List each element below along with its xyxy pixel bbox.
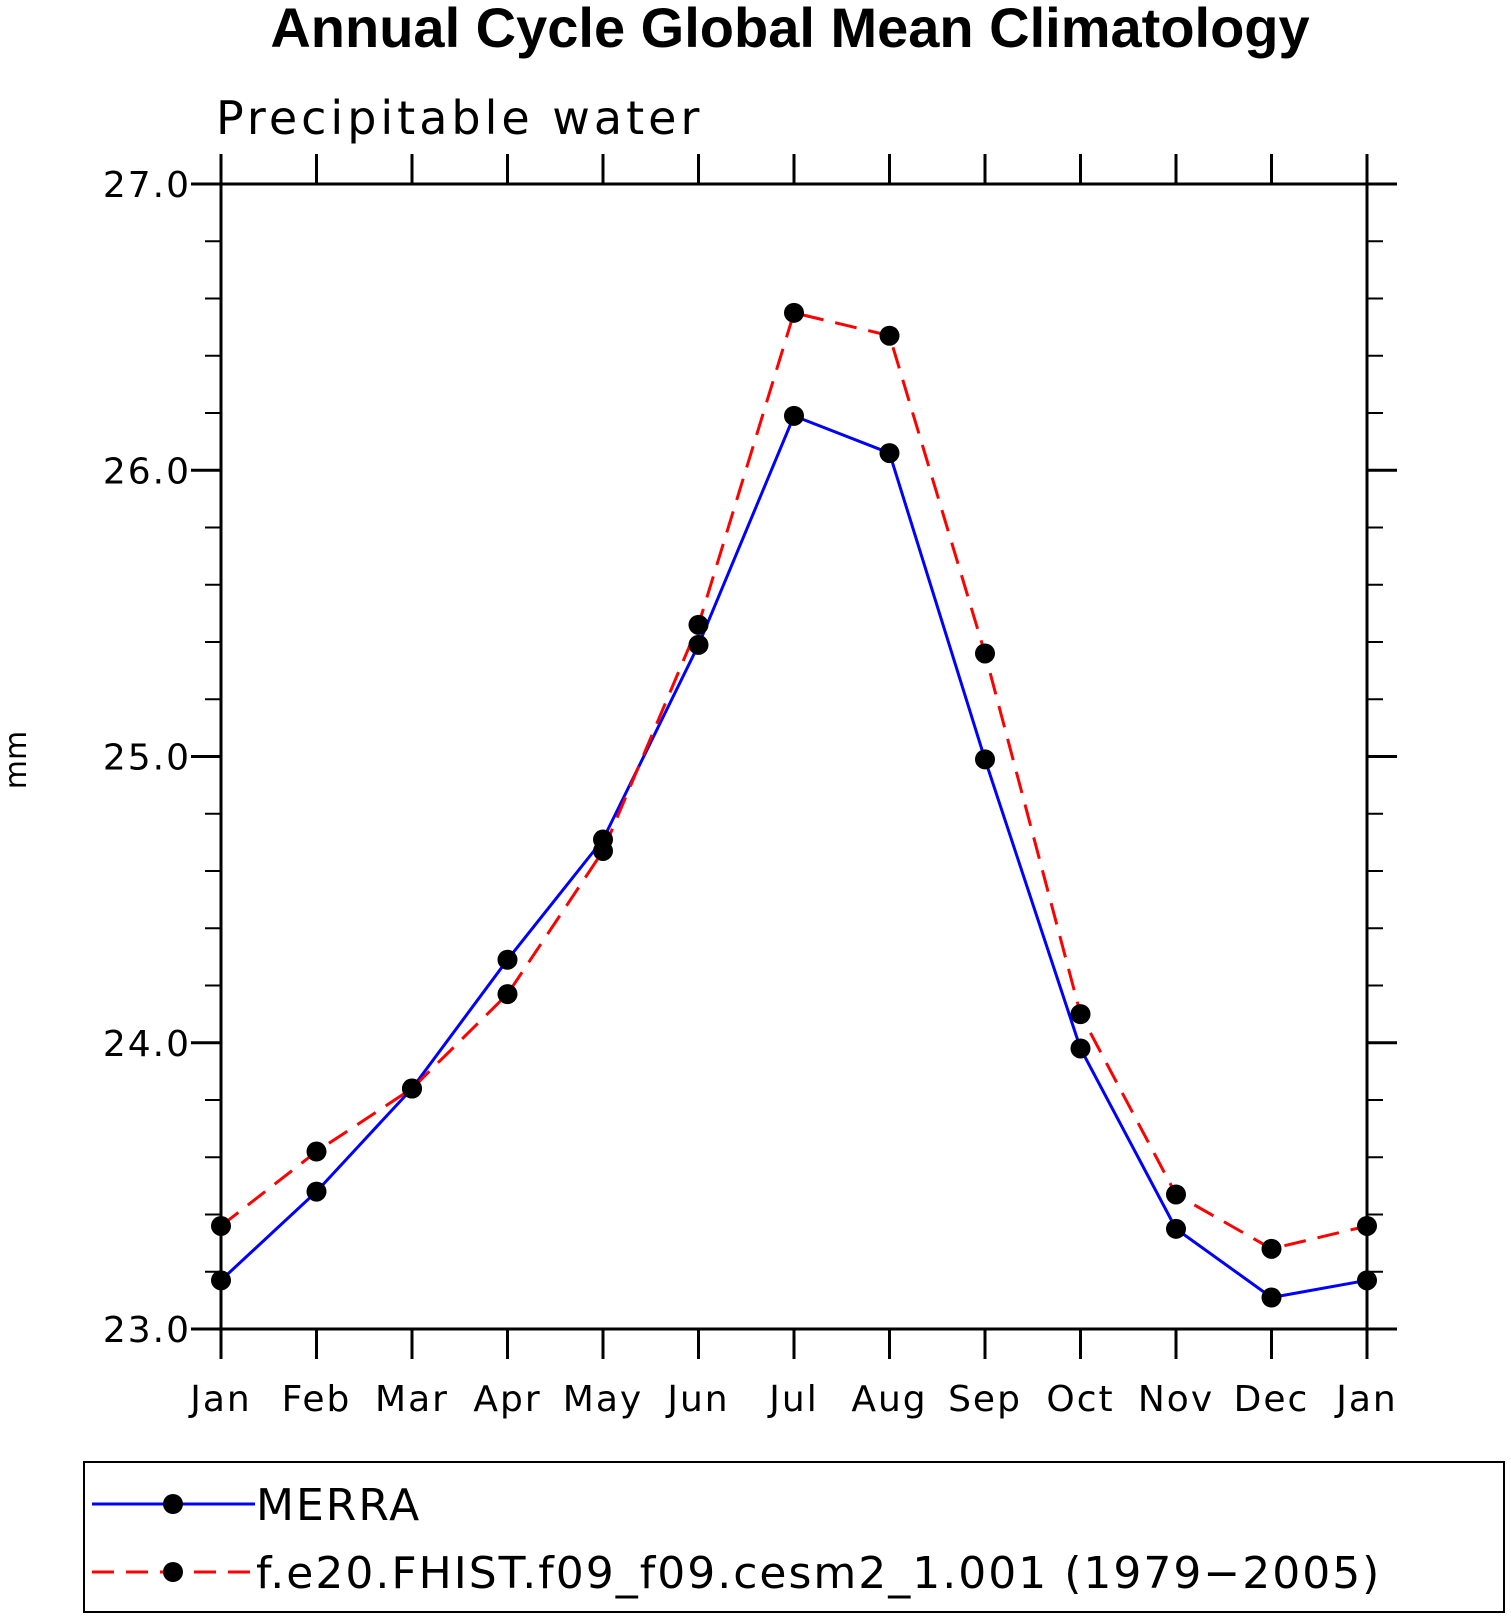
x-tick-label: May xyxy=(563,1379,643,1420)
data-point-cesm2 xyxy=(211,1215,231,1236)
data-point-cesm2 xyxy=(784,302,804,323)
data-point-cesm2 xyxy=(688,614,709,635)
data-point-cesm2 xyxy=(1357,1215,1377,1236)
legend-label-merra: MERRA xyxy=(256,1480,421,1531)
x-tick-label: Apr xyxy=(473,1379,541,1420)
legend-marker-cesm2 xyxy=(163,1562,183,1582)
data-point-cesm2 xyxy=(1166,1184,1186,1205)
legend-marker-merra xyxy=(163,1494,183,1514)
x-tick-label: Dec xyxy=(1234,1379,1310,1420)
data-point-merra xyxy=(975,749,995,770)
chart-subtitle: Precipitable water xyxy=(216,91,703,145)
data-point-cesm2 xyxy=(975,643,995,664)
legend: MERRA f.e20.FHIST.f09_f09.cesm2_1.001 (1… xyxy=(83,1461,1505,1613)
plot-frame xyxy=(219,182,1369,1331)
data-point-merra xyxy=(497,949,518,970)
y-tick-label: 23.0 xyxy=(103,1310,191,1351)
data-point-merra xyxy=(879,443,900,464)
y-tick-labels: 23.0 24.0 25.0 26.0 27.0 xyxy=(103,165,191,1351)
x-tick-label: Jan xyxy=(1334,1379,1398,1420)
x-tick-label: Jun xyxy=(665,1379,729,1420)
data-point-cesm2 xyxy=(1261,1238,1282,1259)
y-tick-label: 27.0 xyxy=(103,165,191,206)
data-point-merra xyxy=(1166,1218,1186,1239)
y-axis-label: mm xyxy=(0,731,34,789)
x-tick-label: Mar xyxy=(375,1379,449,1420)
legend-box xyxy=(83,1461,1505,1613)
y-tick-label: 24.0 xyxy=(103,1024,191,1065)
axis-ticks xyxy=(191,154,1397,1359)
x-tick-label: Jan xyxy=(188,1379,252,1420)
x-tick-label: Oct xyxy=(1046,1379,1114,1420)
data-point-cesm2 xyxy=(402,1078,422,1099)
x-tick-label: Jul xyxy=(767,1379,818,1420)
data-point-merra xyxy=(784,405,804,426)
data-point-merra xyxy=(1070,1038,1091,1059)
data-point-merra xyxy=(1357,1270,1377,1291)
legend-label-cesm2: f.e20.FHIST.f09_f09.cesm2_1.001 (1979−20… xyxy=(256,1548,1381,1599)
data-point-merra xyxy=(306,1181,327,1202)
x-tick-label: Feb xyxy=(282,1379,352,1420)
x-tick-label: Aug xyxy=(851,1379,927,1420)
x-tick-label: Nov xyxy=(1138,1379,1214,1420)
data-point-merra xyxy=(1261,1287,1282,1308)
data-point-cesm2 xyxy=(879,325,900,346)
x-tick-label: Sep xyxy=(948,1379,1022,1420)
x-tick-labels: Jan Feb Mar Apr May Jun Jul Aug Sep Oct Nov Dec Jan xyxy=(188,1379,1398,1420)
data-point-cesm2 xyxy=(306,1141,327,1162)
series-line-merra xyxy=(219,413,1368,1300)
chart-title: Annual Cycle Global Mean Climatology xyxy=(270,0,1309,59)
y-tick-label: 26.0 xyxy=(103,451,191,492)
series-layer xyxy=(211,302,1377,1308)
y-tick-label: 25.0 xyxy=(103,738,191,779)
data-point-merra xyxy=(211,1270,231,1291)
data-point-cesm2 xyxy=(497,984,518,1005)
data-point-cesm2 xyxy=(593,840,613,861)
data-point-merra xyxy=(688,634,709,655)
data-point-cesm2 xyxy=(1070,1004,1091,1025)
